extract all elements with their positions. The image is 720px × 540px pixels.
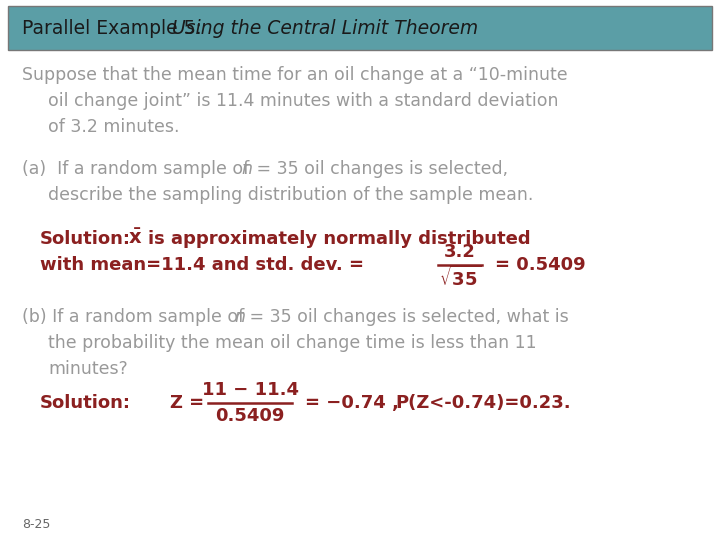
Text: = −0.74 ,: = −0.74 , <box>305 394 399 411</box>
Text: oil change joint” is 11.4 minutes with a standard deviation: oil change joint” is 11.4 minutes with a… <box>48 92 559 110</box>
Text: the probability the mean oil change time is less than 11: the probability the mean oil change time… <box>48 334 536 352</box>
Text: 11 − 11.4: 11 − 11.4 <box>202 381 299 399</box>
Text: n: n <box>234 308 245 326</box>
Text: minutes?: minutes? <box>48 360 127 378</box>
Text: n: n <box>241 160 252 178</box>
Text: = 35 oil changes is selected, what is: = 35 oil changes is selected, what is <box>244 308 569 326</box>
Text: of 3.2 minutes.: of 3.2 minutes. <box>48 118 179 136</box>
Text: Suppose that the mean time for an oil change at a “10-minute: Suppose that the mean time for an oil ch… <box>22 66 567 84</box>
Text: 0.5409: 0.5409 <box>215 407 284 424</box>
Text: P(Z<-0.74)=0.23.: P(Z<-0.74)=0.23. <box>395 394 571 411</box>
Text: Parallel Example 5:: Parallel Example 5: <box>22 18 214 37</box>
Text: Solution:: Solution: <box>40 230 131 248</box>
FancyBboxPatch shape <box>8 6 712 50</box>
Text: Using the Central Limit Theorem: Using the Central Limit Theorem <box>172 18 478 37</box>
Text: = 35 oil changes is selected,: = 35 oil changes is selected, <box>251 160 508 178</box>
Text: (a)  If a random sample of: (a) If a random sample of <box>22 160 255 178</box>
Text: (b) If a random sample of: (b) If a random sample of <box>22 308 250 326</box>
Text: Z =: Z = <box>170 394 204 411</box>
Text: is approximately normally distributed: is approximately normally distributed <box>148 230 531 248</box>
Text: 8-25: 8-25 <box>22 517 50 530</box>
Text: Solution:: Solution: <box>40 394 131 411</box>
Text: describe the sampling distribution of the sample mean.: describe the sampling distribution of th… <box>48 186 534 204</box>
Text: 3.2: 3.2 <box>444 243 476 261</box>
Text: $\mathbf{\bar{x}}$: $\mathbf{\bar{x}}$ <box>128 229 143 248</box>
Text: with mean=11.4 and std. dev. =: with mean=11.4 and std. dev. = <box>40 256 364 274</box>
Text: = 0.5409: = 0.5409 <box>495 256 585 274</box>
Text: $\mathbf{\sqrt{35}}$: $\mathbf{\sqrt{35}}$ <box>439 266 481 290</box>
